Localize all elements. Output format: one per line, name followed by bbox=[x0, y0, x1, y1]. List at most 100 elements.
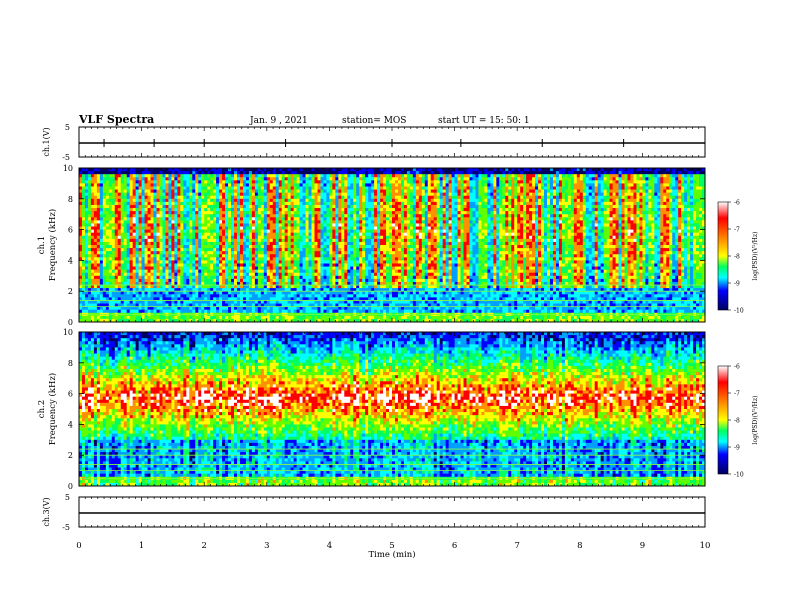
spectrogram-cell bbox=[350, 168, 354, 172]
spectrogram-cell bbox=[168, 254, 172, 258]
spectrogram-cell bbox=[356, 226, 360, 230]
spectrogram-cell bbox=[272, 177, 277, 181]
spectrogram-cell bbox=[305, 285, 309, 289]
spectrogram-cell bbox=[150, 229, 154, 233]
spectrogram-cell bbox=[308, 263, 312, 267]
spectrogram-cell bbox=[216, 198, 220, 203]
spectrogram-cell bbox=[260, 309, 265, 314]
spectrogram-cell bbox=[254, 303, 259, 307]
spectrogram-cell bbox=[159, 180, 163, 184]
spectrogram-cell bbox=[245, 272, 250, 277]
spectrogram-cell bbox=[204, 183, 208, 187]
spectrogram-cell bbox=[344, 306, 348, 310]
spectrogram-cell bbox=[219, 229, 223, 233]
ch1-waveform-ytick-top: 5 bbox=[65, 123, 70, 132]
spectrogram-cell bbox=[245, 260, 250, 264]
spectrogram-cell bbox=[254, 214, 259, 218]
spectrogram-cell bbox=[356, 257, 360, 261]
spectrogram-cell bbox=[132, 192, 136, 197]
spectrogram-cell bbox=[132, 318, 136, 322]
spectrogram-cell bbox=[84, 315, 89, 320]
spectrogram-cell bbox=[275, 208, 280, 212]
spectrogram-cell bbox=[114, 309, 119, 314]
spectrogram-cell bbox=[123, 272, 127, 277]
spectrogram-cell bbox=[84, 263, 89, 267]
spectrogram-cell bbox=[365, 275, 369, 280]
spectrogram-cell bbox=[99, 223, 104, 227]
spectrogram-cell bbox=[201, 257, 205, 261]
spectrogram-cell bbox=[320, 291, 324, 295]
spectrogram-cell bbox=[311, 232, 315, 237]
spectrogram-cell bbox=[225, 211, 229, 215]
spectrogram-cell bbox=[269, 198, 274, 203]
spectrogram-cell bbox=[79, 269, 83, 274]
spectrogram-cell bbox=[123, 183, 127, 187]
ch1-waveform-spikes bbox=[103, 139, 625, 147]
spectrogram-cell bbox=[114, 174, 119, 178]
spectrogram-cell bbox=[308, 306, 312, 310]
spectrogram-cell bbox=[141, 214, 145, 218]
spectrogram-cell bbox=[368, 275, 372, 280]
spectrogram-cell bbox=[332, 177, 336, 181]
spectrogram-cell bbox=[335, 248, 339, 252]
spectrogram-cell bbox=[368, 278, 372, 283]
spectrogram-cell bbox=[260, 189, 265, 193]
spectrogram-cell bbox=[266, 297, 271, 301]
spectrogram-cell bbox=[308, 174, 312, 178]
spectrogram-cell bbox=[242, 208, 247, 212]
spectrogram-cell bbox=[302, 294, 306, 298]
spectrogram-cell bbox=[260, 266, 265, 270]
spectrogram-cell bbox=[332, 288, 336, 292]
spectrogram-cell bbox=[84, 260, 89, 264]
spectrogram-cell bbox=[296, 281, 300, 286]
spectrogram-cell bbox=[195, 189, 199, 193]
spectrogram-cell bbox=[144, 168, 148, 172]
spectrogram-cell bbox=[132, 251, 136, 255]
spectrogram-cell bbox=[222, 198, 226, 203]
spectrogram-cell bbox=[338, 263, 342, 267]
spectrogram-cell bbox=[311, 297, 315, 301]
spectrogram-cell bbox=[296, 180, 300, 184]
spectrogram-cell bbox=[248, 201, 253, 206]
spectrogram-cell bbox=[365, 171, 369, 175]
spectrogram-cell bbox=[108, 309, 113, 314]
spectrogram-cell bbox=[302, 263, 306, 267]
spectrogram-cell bbox=[138, 285, 142, 289]
spectrogram-cell bbox=[356, 214, 360, 218]
spectrogram-cell bbox=[201, 238, 205, 243]
spectrogram-cell bbox=[198, 223, 202, 227]
spectrogram-cell bbox=[186, 226, 190, 230]
spectrogram-cell bbox=[320, 201, 324, 206]
spectrogram-cell bbox=[210, 275, 214, 280]
spectrogram-cell bbox=[189, 288, 193, 292]
spectrogram-cell bbox=[99, 195, 104, 200]
spectrogram-cell bbox=[308, 260, 312, 264]
spectrogram-cell bbox=[296, 278, 300, 283]
spectrogram-cell bbox=[138, 272, 142, 277]
spectrogram-cell bbox=[311, 303, 315, 307]
spectrogram-cell bbox=[332, 281, 336, 286]
spectrogram-cell bbox=[162, 226, 166, 230]
spectrogram-cell bbox=[284, 226, 288, 230]
spectrogram-cell bbox=[219, 281, 223, 286]
spectrogram-cell bbox=[311, 288, 315, 292]
spectrogram-cell bbox=[281, 192, 285, 197]
spectrogram-cell bbox=[132, 309, 136, 314]
spectrogram-cell bbox=[129, 297, 133, 301]
spectrogram-cell bbox=[186, 272, 190, 277]
spectrogram-cell bbox=[219, 235, 223, 240]
spectrogram-cell bbox=[350, 229, 354, 233]
spectrogram-cell bbox=[272, 204, 277, 209]
spectrogram-cell bbox=[275, 201, 280, 206]
spectrogram-cell bbox=[266, 291, 271, 295]
spectrogram-cell bbox=[293, 248, 297, 252]
spectrogram-cell bbox=[189, 201, 193, 206]
spectrogram-cell bbox=[147, 180, 151, 184]
spectrogram-cell bbox=[239, 294, 244, 298]
spectrogram-cell bbox=[99, 263, 104, 267]
spectrogram-cell bbox=[201, 201, 205, 206]
spectrogram-cell bbox=[338, 303, 342, 307]
spectrogram-cell bbox=[147, 189, 151, 193]
spectrogram-cell bbox=[326, 272, 330, 277]
spectrogram-cell bbox=[123, 214, 127, 218]
